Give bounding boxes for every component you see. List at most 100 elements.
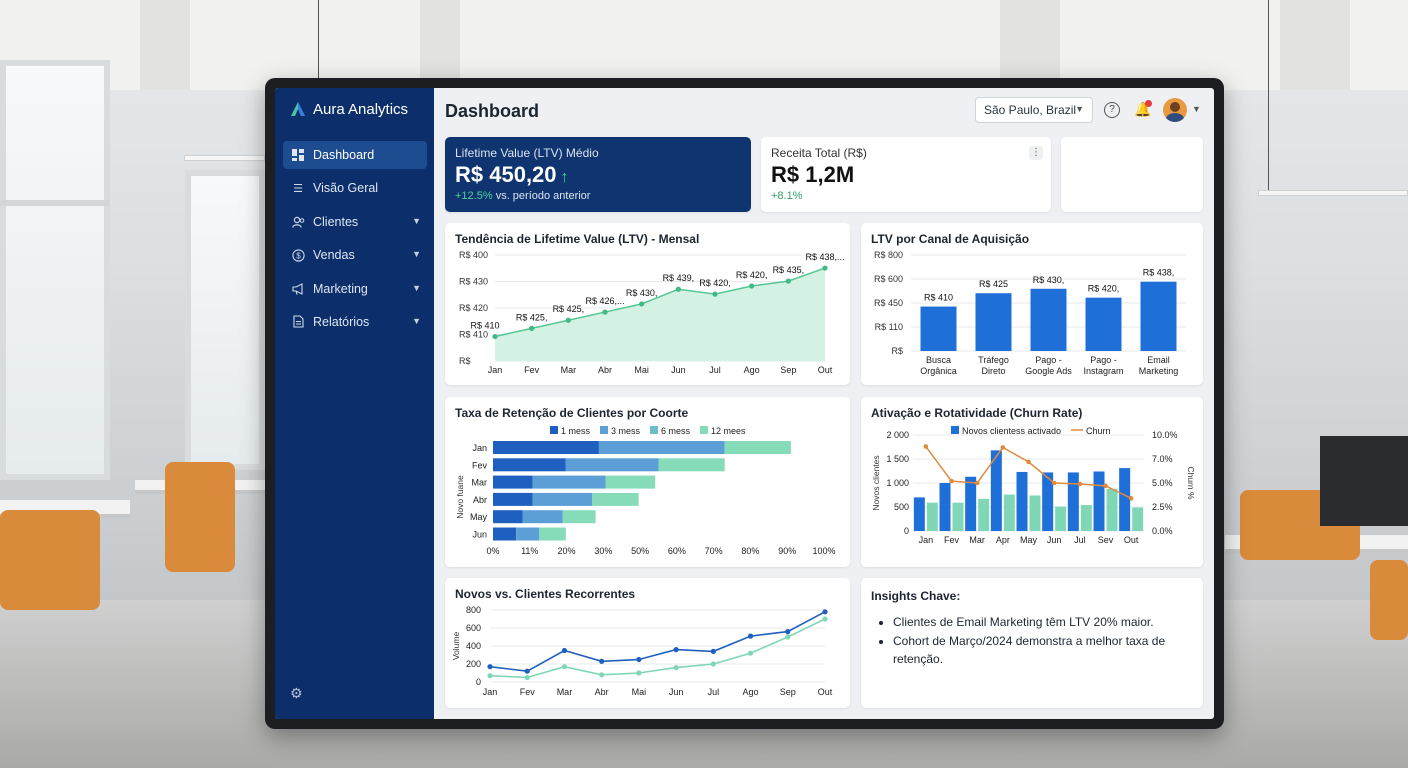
series-point [487,673,493,679]
x-tick-label: Fev [520,687,536,697]
insight-item: Cohort de Março/2024 demonstra a melhor … [893,632,1191,668]
kpi-delta-value: +8.1% [771,190,803,202]
chart-title: Novos vs. Clientes Recorrentes [455,587,636,601]
chevron-down-icon[interactable]: ▼ [412,315,421,326]
x-tick-label: 50% [631,546,649,556]
x-tick-label: Abr [595,687,609,697]
lamp-wire [318,0,319,78]
y-tick-label: May [470,512,488,522]
kpi-card-ltv[interactable]: Lifetime Value (LTV) Médio R$ 450,20 ↑ +1… [445,137,751,212]
retention-segment [562,510,596,524]
x-tick-label: Out [818,687,833,697]
more-options-icon[interactable]: ⋮ [1029,146,1043,160]
chart-title: LTV por Canal de Aquisição [871,232,1030,246]
window [185,170,265,470]
churn-point [1103,483,1108,489]
x-tick-label: Pago - [1090,355,1117,365]
sidebar: Aura Analytics Dashboard ☰ Visão Geral [275,88,434,719]
novos-bar [1093,471,1105,531]
sidebar-item-label: Dashboard [313,148,375,162]
kpi-delta: +12.5% vs. período anterior [455,190,590,202]
chevron-down-icon[interactable]: ▼ [412,282,421,293]
legend-label: 6 mess [661,426,691,436]
sidebar-item-dashboard[interactable]: Dashboard [283,141,427,169]
users-icon [291,215,305,229]
chart-card-ltv-trend: Tendência de Lifetime Value (LTV) - Mens… [445,223,850,385]
canal-bar-chart: R$ 800 R$ 600 R$ 450 R$ 110 R$ R$ 410 BuscaOrg… [874,250,1186,376]
arrow-up-icon: ↑ [560,169,569,186]
office-chair [1370,560,1408,640]
chevron-down-icon[interactable]: ▼ [412,249,421,260]
sidebar-item-visao-geral[interactable]: ☰ Visão Geral [283,174,427,202]
secondary-bar [926,502,938,531]
sidebar-item-vendas[interactable]: $ Vendas ▼ [283,241,427,269]
series-point [822,609,828,615]
series-point [636,670,642,676]
report-icon [291,315,305,329]
sidebar-item-marketing[interactable]: Marketing ▼ [283,275,427,303]
ceiling-lamp [1258,190,1408,196]
sidebar-item-clientes[interactable]: Clientes ▼ [283,208,427,236]
secondary-bar [1132,507,1144,531]
chevron-down-icon[interactable]: ▼ [1192,104,1201,114]
megaphone-icon [291,282,305,296]
data-label: R$ 410 [470,321,499,331]
x-tick-label: 70% [705,546,723,556]
y2-tick-label: 10.0% [1152,430,1178,440]
churn-point [1026,459,1031,465]
x-tick-label: Fev [944,535,960,545]
sidebar-item-relatorios[interactable]: Relatórios ▼ [283,308,427,336]
data-label: R$ 430, [626,288,658,298]
y-tick-label: Fev [472,460,488,470]
help-icon[interactable]: ? [1104,102,1120,118]
y-tick-label: R$ 110 [875,322,903,332]
kpi-label: Receita Total (R$) [771,146,867,160]
lamp-wire [1268,0,1269,190]
legend-swatch [951,426,959,434]
data-label: R$ 425 [979,279,1008,289]
dollar-icon: $ [291,248,305,262]
secondary-bar [978,498,990,531]
kpi-card-receita[interactable]: Receita Total (R$) R$ 1,2M +8.1% ⋮ [761,137,1051,212]
insights-list: Clientes de Email Marketing têm LTV 20% … [881,613,1191,669]
chart-card-canal: LTV por Canal de Aquisição R$ 800 R$ 600 R… [861,223,1203,385]
chart-card-churn: Ativação e Rotatividade (Churn Rate) Nov… [861,397,1203,567]
data-label: R$ 430, [1033,275,1065,285]
x-tick-label: Abr [598,365,612,375]
avatar[interactable] [1163,98,1187,122]
x-tick-label: Jul [708,687,720,697]
x-tick-label: Marketing [1139,366,1179,376]
series-line [489,618,826,679]
x-tick-label: 60% [668,546,686,556]
retention-segment [724,441,791,454]
aura-logo-icon [291,102,305,116]
legend-label: Churn [1086,426,1111,436]
background-monitor [1320,436,1408,526]
x-tick-label: Instagram [1083,366,1123,376]
retention-segment [493,441,599,454]
y-tick-label: Jun [472,530,487,540]
series-point [747,633,754,639]
series-point [524,668,530,674]
legend-swatch [600,426,608,434]
series-point [599,658,605,664]
data-label: R$ 439, [663,273,695,283]
x-tick-label: Jul [1074,535,1086,545]
kpi-value: R$ 450,20 ↑ [455,162,569,188]
y-tick-label: R$ 800 [874,250,903,260]
series-point [524,674,530,681]
ceiling-beam [420,0,460,90]
location-select[interactable]: São Paulo, Brazil ▼ [975,97,1093,123]
x-tick-label: Out [1124,535,1139,545]
y-tick-label: Mar [472,478,488,488]
series-point [822,616,828,622]
legend-label: Novos clientess activado [962,426,1061,436]
gear-icon[interactable]: ⚙ [290,685,303,701]
brand[interactable]: Aura Analytics [289,100,408,118]
ltv-area [495,268,825,361]
series-point [599,672,605,678]
x-tick-label: Mai [634,365,649,375]
x-tick-label: 20% [558,546,576,556]
list-icon: ☰ [293,182,303,195]
chevron-down-icon[interactable]: ▼ [412,215,421,226]
